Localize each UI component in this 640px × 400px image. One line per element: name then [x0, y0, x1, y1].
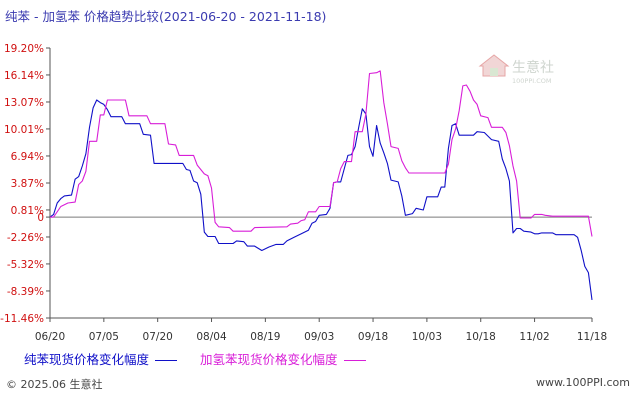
- chart-title: 纯苯 - 加氢苯 价格趋势比较(2021-06-20 - 2021-11-18): [5, 6, 326, 25]
- x-tick-label: 07/05: [89, 331, 119, 343]
- legend-item-hydrobenzene: 加氢苯现货价格变化幅度: [200, 349, 366, 368]
- title-date-range: (2021-06-20 - 2021-11-18): [158, 9, 327, 24]
- watermark-subtext: 100PPI.COM: [512, 77, 552, 85]
- series-line-hydrobenzene: [50, 70, 593, 237]
- x-tick-label: 11/18: [577, 331, 607, 343]
- house-icon: [478, 54, 510, 77]
- legend-swatch-benzene: [155, 360, 178, 361]
- legend-item-benzene: 纯苯现货价格变化幅度: [24, 349, 178, 368]
- x-tick-label: 06/20: [35, 331, 65, 343]
- footer-copyright: © 2025.06 生意社: [6, 378, 103, 391]
- x-tick-label: 07/20: [143, 331, 173, 343]
- legend-label-hydrobenzene: 加氢苯现货价格变化幅度: [200, 352, 338, 367]
- y-tick-label: -8.39%: [7, 286, 44, 298]
- legend-swatch-hydrobenzene: [343, 360, 366, 361]
- y-tick-label: -2.26%: [7, 232, 44, 244]
- y-tick-label: -5.32%: [7, 259, 44, 271]
- footer-url[interactable]: www.100PPI.com: [536, 376, 630, 389]
- y-tick-label: 0.81%: [11, 205, 44, 217]
- x-tick-label: 10/03: [412, 331, 442, 343]
- watermark-logo: 生意社 100PPI.COM: [478, 54, 554, 85]
- x-tick-label: 09/18: [358, 331, 388, 343]
- x-tick-label: 11/02: [519, 331, 549, 343]
- title-main: 纯苯 - 加氢苯 价格趋势比较: [5, 9, 159, 24]
- x-tick-label: 08/04: [196, 331, 227, 343]
- x-tick-label: 09/03: [304, 331, 334, 343]
- legend-label-benzene: 纯苯现货价格变化幅度: [24, 352, 150, 367]
- y-tick-label: 13.07%: [4, 97, 44, 109]
- x-tick-label: 08/19: [250, 331, 280, 343]
- y-tick-label: 10.01%: [4, 124, 44, 136]
- y-tick-label: 3.87%: [11, 178, 44, 190]
- watermark-text: 生意社: [512, 59, 554, 76]
- y-tick-label: 19.20%: [4, 43, 44, 55]
- series-line-benzene: [49, 99, 593, 300]
- y-tick-label: 0: [37, 212, 44, 224]
- y-tick-label: 16.14%: [4, 70, 44, 82]
- y-tick-label: 6.94%: [11, 151, 44, 163]
- y-tick-label: -11.46%: [0, 313, 44, 325]
- x-tick-label: 10/18: [466, 331, 496, 343]
